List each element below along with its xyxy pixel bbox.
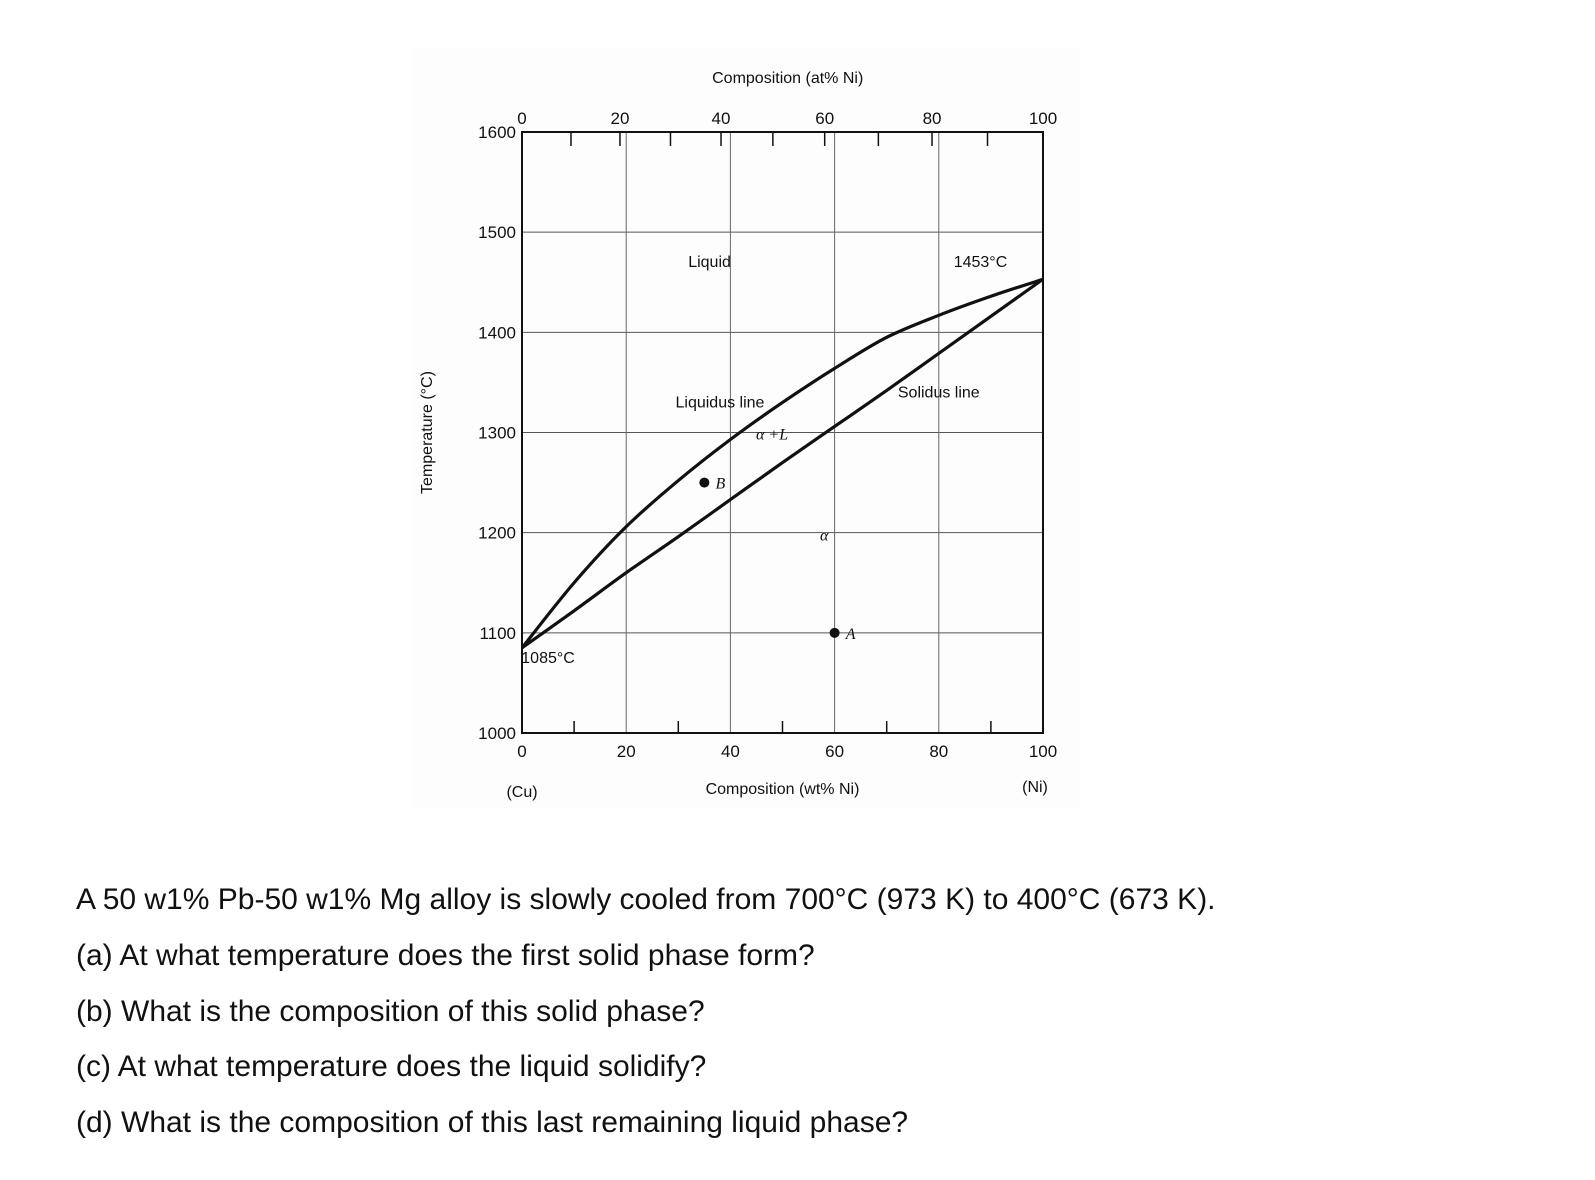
question-a: (a) At what temperature does the first s… bbox=[76, 939, 815, 972]
point-a-label: A bbox=[845, 626, 856, 643]
phase-curves bbox=[520, 277, 1044, 650]
ni-end-label: (Ni) bbox=[1022, 779, 1048, 796]
y-tick-label: 1200 bbox=[478, 524, 516, 543]
solidus-line-curve bbox=[521, 277, 1044, 650]
x-axis-title: Composition (wt% Ni) bbox=[706, 781, 860, 798]
point-b-label: B bbox=[715, 476, 725, 493]
annotation-1085-c: 1085°C bbox=[521, 650, 575, 667]
y-axis-title: Temperature (°C) bbox=[419, 371, 436, 494]
annotation-l: α +L bbox=[756, 427, 788, 444]
question-c: (c) At what temperature does the liquid … bbox=[76, 1050, 707, 1083]
top-tick-label: 100 bbox=[1029, 109, 1057, 128]
x-tick-label: 0 bbox=[517, 742, 526, 761]
top-axis-title: Composition (at% Ni) bbox=[712, 70, 863, 87]
point-b-marker bbox=[699, 477, 710, 488]
question-b: (b) What is the composition of this soli… bbox=[76, 995, 705, 1028]
question-intro: A 50 w1% Pb-50 w1% Mg alloy is slowly co… bbox=[76, 883, 1216, 916]
axis-ticks bbox=[570, 132, 992, 733]
annotation-1453-c: 1453°C bbox=[954, 254, 1008, 271]
region-annotations: Liquid Liquidus line Solidus line α +L α 1453… bbox=[521, 254, 1007, 667]
marked-points: AB bbox=[699, 476, 856, 643]
y-tick-label: 1600 bbox=[478, 123, 516, 142]
x-tick-label: 20 bbox=[617, 742, 636, 761]
y-tick-label: 1500 bbox=[478, 223, 516, 242]
y-tick-label: 1300 bbox=[478, 424, 516, 443]
question-d: (d) What is the composition of this last… bbox=[76, 1106, 909, 1139]
point-a-marker bbox=[829, 627, 840, 638]
annotation-solidus-line: Solidus line bbox=[898, 384, 980, 401]
grid-lines bbox=[522, 132, 1043, 733]
top-tick-label: 20 bbox=[610, 109, 629, 128]
x-tick-label: 60 bbox=[825, 742, 844, 761]
y-tick-label: 1000 bbox=[478, 724, 516, 743]
top-tick-label: 40 bbox=[712, 109, 731, 128]
x-tick-label: 100 bbox=[1029, 742, 1057, 761]
cu-end-label: (Cu) bbox=[506, 784, 537, 801]
top-tick-label: 80 bbox=[923, 109, 942, 128]
annotation-liquidus-line: Liquidus line bbox=[676, 394, 765, 411]
x-tick-label: 80 bbox=[929, 742, 948, 761]
top-tick-label: 60 bbox=[815, 109, 834, 128]
x-tick-label: 40 bbox=[721, 742, 740, 761]
liquidus-line-curve bbox=[520, 277, 1044, 649]
y-tick-label: 1100 bbox=[479, 624, 516, 643]
y-tick-label: 1400 bbox=[478, 323, 516, 342]
annotation-liquid: Liquid bbox=[688, 254, 731, 271]
top-tick-label: 0 bbox=[517, 109, 526, 128]
annotation-: α bbox=[820, 528, 829, 545]
